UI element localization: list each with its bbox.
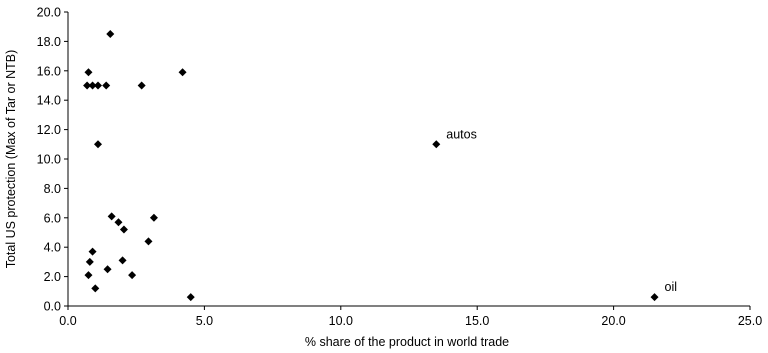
data-point [84,271,93,280]
data-point [85,257,94,266]
x-tick-label: 0.0 [59,314,76,328]
x-tick-label: 10.0 [329,314,353,328]
y-axis-ticks: 0.0 2.0 4.0 6.0 8.0 10.0 12.0 14.0 16.0 18.0 20.0 [37,6,68,314]
data-point [103,265,112,274]
data-point [178,68,187,77]
y-tick-label: 18.0 [37,35,61,49]
data-point [119,225,128,234]
y-tick-label: 16.0 [37,64,61,78]
data-point [650,293,659,302]
data-point [144,237,153,246]
data-point [114,218,123,227]
y-tick-label: 2.0 [44,270,61,284]
y-tick-label: 20.0 [37,6,61,20]
y-tick-label: 6.0 [44,211,61,225]
data-point [88,81,97,90]
y-tick-label: 10.0 [37,153,61,167]
annotation-label: oil [665,280,678,294]
data-point [128,271,137,280]
x-tick-label: 5.0 [196,314,213,328]
x-tick-label: 20.0 [601,314,625,328]
y-tick-label: 8.0 [44,182,61,196]
data-point [107,212,116,221]
data-point [102,81,111,90]
data-point [83,81,92,90]
data-point [94,140,103,149]
data-point [94,81,103,90]
y-tick-label: 4.0 [44,241,61,255]
y-tick-label: 0.0 [44,300,61,314]
x-axis-title: % share of the product in world trade [305,335,509,349]
annotations: autos oil [446,127,677,294]
data-point [88,247,97,256]
y-axis-title: Total US protection (Max of Tar or NTB) [4,50,18,269]
data-point [91,284,100,293]
data-point [118,256,127,265]
data-point [106,30,115,39]
data-point [84,68,93,77]
data-point [149,213,158,222]
y-tick-label: 14.0 [37,94,61,108]
annotation-label: autos [446,127,477,141]
data-point [137,81,146,90]
axes [67,12,750,307]
x-tick-label: 15.0 [465,314,489,328]
x-axis-ticks: 0.0 5.0 10.0 15.0 20.0 25.0 [59,306,762,328]
y-tick-label: 12.0 [37,123,61,137]
data-point [432,140,441,149]
data-points [83,30,659,302]
x-tick-label: 25.0 [738,314,762,328]
data-point [186,293,195,302]
